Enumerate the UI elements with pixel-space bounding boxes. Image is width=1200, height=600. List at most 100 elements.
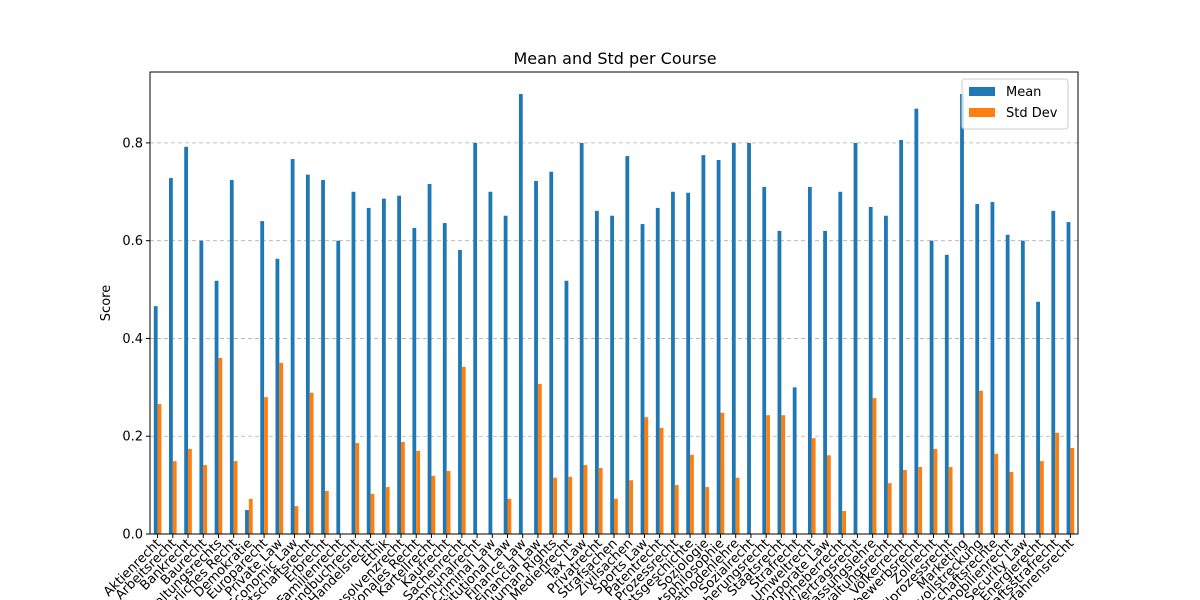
y-tick-label: 0.8 (122, 136, 143, 151)
bar (629, 480, 634, 534)
bar (461, 366, 466, 534)
bar (811, 438, 816, 534)
bar (686, 192, 691, 534)
bar (203, 465, 208, 534)
bar (884, 215, 888, 534)
bar (172, 461, 177, 534)
bar (351, 191, 356, 534)
bar (1036, 301, 1040, 534)
bar (431, 475, 436, 534)
bar (914, 108, 919, 535)
bar (442, 223, 447, 535)
legend-swatch (969, 87, 995, 96)
bar (1066, 222, 1071, 535)
bar (184, 146, 189, 535)
bar (518, 94, 523, 534)
plot-frame (149, 71, 1079, 535)
bar (507, 498, 512, 534)
bar (1020, 240, 1025, 534)
y-tick-label: 0.6 (122, 234, 143, 249)
bar (549, 171, 554, 534)
bar (823, 230, 827, 534)
y-axis-label: Score (99, 285, 114, 321)
bar (979, 390, 983, 534)
bar (887, 483, 892, 534)
bar (610, 215, 614, 534)
bar (1009, 471, 1014, 534)
bar (188, 448, 192, 534)
bar (305, 174, 310, 534)
bar (157, 403, 162, 534)
bar (640, 224, 645, 535)
bar (503, 215, 508, 534)
bar (716, 160, 721, 534)
bar (473, 142, 478, 534)
bar (275, 258, 280, 534)
bar (747, 142, 751, 534)
bar (762, 186, 767, 534)
bar (853, 142, 858, 534)
bar (1005, 234, 1010, 535)
bar (579, 142, 584, 534)
bar (990, 202, 995, 535)
bar (659, 427, 664, 534)
bar (868, 206, 873, 534)
bar (321, 180, 325, 535)
bar (199, 240, 204, 534)
bar (370, 493, 375, 534)
bar (701, 155, 706, 534)
bar (777, 230, 782, 534)
bar (899, 139, 904, 534)
bar (960, 94, 964, 534)
bar (1055, 432, 1059, 534)
bar (355, 443, 360, 534)
bar (766, 415, 770, 534)
bar (264, 397, 268, 534)
bar (385, 487, 390, 534)
y-tick-label: 0.0 (122, 528, 143, 543)
bar (826, 455, 831, 534)
legend-label: Mean (1006, 85, 1041, 100)
bar (720, 412, 725, 534)
bar (366, 207, 371, 534)
bar (294, 506, 299, 534)
bar (169, 178, 173, 535)
bar (1039, 461, 1044, 534)
legend-label: Std Dev (1006, 106, 1058, 121)
bar (153, 306, 158, 534)
bar (614, 498, 618, 534)
bar (218, 358, 223, 534)
bar (625, 156, 630, 535)
bar (1051, 210, 1056, 534)
bar (214, 280, 219, 534)
bar (416, 450, 421, 534)
bar (903, 469, 907, 534)
bar (534, 181, 538, 534)
bar (233, 461, 238, 534)
chart-title: Mean and Std per Course (513, 49, 716, 68)
bar (705, 487, 710, 534)
legend-swatch (969, 108, 995, 117)
y-tick-label: 0.4 (122, 332, 143, 347)
bar (583, 465, 588, 534)
bar (994, 453, 999, 534)
bar (781, 415, 786, 534)
bar (690, 454, 694, 534)
bar (324, 490, 329, 534)
bar (446, 470, 451, 534)
bar (382, 198, 386, 534)
y-tick-label: 0.2 (122, 430, 143, 445)
bar (838, 191, 843, 534)
bar (594, 210, 599, 534)
bar (309, 392, 314, 534)
bar (260, 221, 265, 534)
bar (488, 191, 493, 534)
bar (735, 477, 740, 534)
bar (458, 249, 462, 534)
bar (568, 476, 573, 534)
bar (872, 398, 877, 534)
bar (807, 186, 812, 534)
bar (336, 240, 341, 534)
bar (598, 468, 603, 534)
